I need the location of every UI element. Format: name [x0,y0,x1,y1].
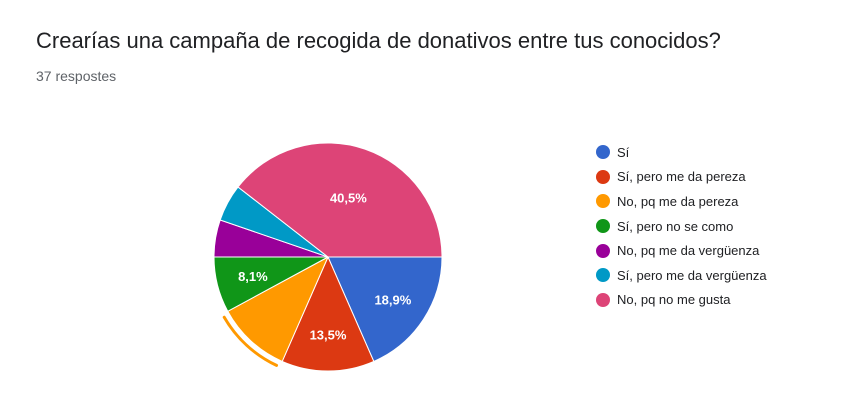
pie-slice-label-1: 13,5% [310,328,347,343]
legend-item-6[interactable]: No, pq no me gusta [596,288,767,313]
pie-slice-0[interactable] [327,256,443,363]
legend-label-4: No, pq me da vergüenza [617,243,760,259]
pie-slice-2[interactable] [227,255,330,363]
legend-item-3[interactable]: Sí, pero no se como [596,214,767,239]
legend-swatch-3 [596,219,610,234]
pie-slice-6[interactable] [237,142,443,258]
legend-swatch-4 [596,243,610,258]
legend-item-5[interactable]: Sí, pero me da vergüenza [596,263,767,288]
legend-swatch-1 [596,169,610,184]
legend-item-1[interactable]: Sí, pero me da pereza [596,165,767,190]
legend-label-3: Sí, pero no se como [617,218,734,234]
legend-item-2[interactable]: No, pq me da pereza [596,189,767,214]
legend-swatch-6 [596,292,610,307]
legend-label-1: Sí, pero me da pereza [617,169,746,185]
pie-slice-1[interactable] [281,255,375,372]
legend-item-0[interactable]: Sí [596,140,767,165]
response-count: 37 respostes [36,68,117,84]
pie-slice-label-6: 40,5% [330,191,367,206]
legend-label-5: Sí, pero me da vergüenza [617,267,767,283]
pie-slice-label-0: 18,9% [374,292,411,307]
legend-item-4[interactable]: No, pq me da vergüenza [596,238,767,263]
legend-label-0: Sí [617,144,630,160]
legend-swatch-5 [596,268,610,283]
legend-swatch-2 [596,194,610,209]
pie-slice-label-3: 8,1% [238,269,268,284]
legend-label-6: No, pq no me gusta [617,292,731,308]
chart-title: Crearías una campaña de recogida de dona… [36,28,721,53]
legend-label-2: No, pq me da pereza [617,193,739,209]
legend-swatch-0 [596,145,610,160]
pie-slice-highlight-2 [222,315,279,367]
chart-legend: Sí Sí, pero me da pereza No, pq me da pere… [596,140,767,312]
